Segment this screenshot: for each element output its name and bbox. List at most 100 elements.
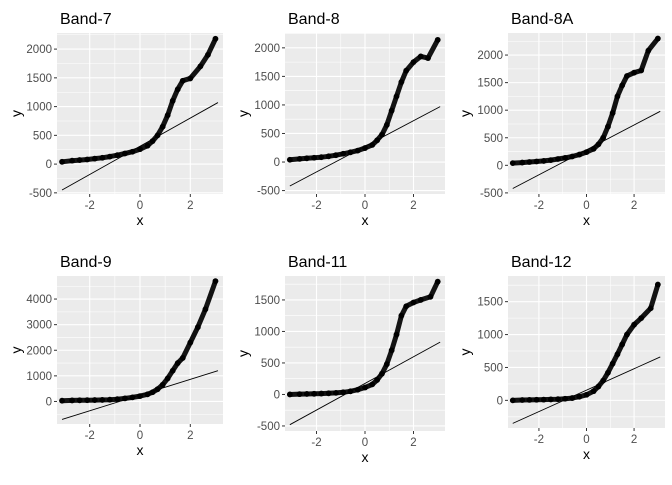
qq-point	[303, 391, 310, 397]
x-tick-label: 0	[362, 437, 368, 449]
qq-point	[654, 281, 661, 288]
facet-title: Band-12	[511, 254, 572, 271]
facet-title: Band-11	[288, 254, 347, 271]
qq-point	[590, 145, 597, 152]
qq-point	[509, 397, 516, 404]
x-tick-label: 2	[631, 200, 637, 212]
y-tick-label: 0	[497, 395, 503, 407]
qq-point	[91, 397, 98, 403]
qq-point	[605, 369, 611, 376]
facet-2: -2 0 2 -500 0 500 1000 1500 2000 Band-8 x y	[235, 11, 445, 228]
qq-point	[114, 152, 121, 159]
qq-point	[340, 389, 347, 396]
facet-title: Band-9	[60, 254, 112, 271]
y-tick-label: 1500	[477, 297, 503, 309]
qq-point	[311, 390, 317, 397]
y-tick-label: 1000	[254, 100, 280, 112]
qq-point	[129, 394, 136, 401]
qq-point	[576, 393, 583, 400]
qq-point	[318, 154, 325, 161]
qq-point	[434, 36, 441, 43]
qq-point	[286, 156, 293, 163]
qq-point	[595, 383, 602, 390]
facet-title: Band-7	[60, 11, 112, 28]
qq-point	[296, 155, 303, 162]
qq-point	[393, 93, 400, 100]
qq-point	[202, 306, 209, 313]
qq-point	[434, 278, 441, 285]
qq-point	[383, 122, 390, 128]
qq-point	[205, 51, 211, 58]
facet-1: -2 0 2 -500 0 500 1000 1500 2000 Band-7 x y	[8, 11, 223, 228]
qq-point	[631, 69, 637, 76]
qq-point	[638, 315, 645, 322]
x-tick-label: -2	[311, 437, 321, 449]
qq-point	[555, 156, 561, 162]
facet-5: -2 0 2 -500 0 500 1000 1500 Band-11 x y	[235, 254, 445, 465]
qq-point	[645, 47, 652, 54]
qq-point	[569, 153, 576, 160]
qq-point	[569, 395, 576, 401]
qq-point	[144, 142, 151, 149]
qq-point	[303, 155, 310, 162]
qq-point	[174, 360, 181, 366]
qq-point	[84, 156, 91, 163]
y-axis-label: y	[235, 350, 251, 357]
qq-point	[169, 367, 176, 374]
qq-point	[318, 390, 325, 397]
qq-point	[179, 355, 186, 361]
y-tick-label: 1500	[254, 295, 280, 307]
qq-point	[654, 35, 661, 42]
qq-point	[212, 35, 219, 42]
qq-point	[122, 150, 128, 157]
qq-point	[159, 123, 166, 130]
x-tick-label: 0	[137, 200, 143, 212]
qq-point	[144, 391, 151, 398]
qq-point	[369, 142, 376, 148]
y-tick-label: 1000	[477, 330, 503, 342]
qq-point	[619, 341, 626, 348]
qq-point	[425, 55, 431, 62]
qq-point	[624, 331, 630, 338]
y-tick-label: 0	[274, 389, 280, 401]
qq-point	[369, 381, 376, 388]
qq-point	[59, 158, 65, 165]
y-axis-label: y	[457, 110, 473, 117]
qq-point	[562, 395, 568, 402]
qq-point	[325, 390, 332, 397]
qq-point	[169, 97, 176, 104]
qq-point	[595, 141, 602, 148]
y-tick-label: 2000	[254, 43, 280, 55]
qq-point	[296, 391, 303, 398]
qq-point	[614, 93, 621, 100]
x-tick-label: 2	[187, 200, 193, 212]
y-tick-label: 3000	[26, 320, 52, 332]
y-axis-label: y	[8, 110, 24, 117]
y-tick-label: 1000	[477, 105, 503, 117]
qq-point	[137, 393, 143, 399]
y-tick-label: 0	[274, 157, 280, 169]
qq-point	[605, 123, 611, 130]
y-tick-label: 1500	[26, 73, 52, 85]
qq-point	[187, 339, 194, 346]
qq-point	[154, 132, 161, 139]
qq-point	[614, 351, 621, 358]
qq-point	[547, 396, 554, 403]
qq-point	[583, 149, 590, 155]
qq-point	[340, 150, 347, 157]
facet-6: -2 0 2 0 500 1000 1500 Band-12 x y	[457, 254, 665, 462]
qq-point	[374, 377, 381, 383]
qq-point	[179, 77, 186, 84]
qq-point	[519, 159, 526, 166]
qq-point	[600, 377, 607, 384]
y-axis-label: y	[235, 110, 251, 117]
qq-point	[69, 397, 75, 404]
qq-point	[398, 79, 405, 85]
qq-point	[149, 138, 156, 145]
qq-point	[194, 324, 201, 331]
qq-reference-line	[289, 341, 441, 426]
facet-3: -2 0 2 -500 0 500 1000 1500 2000 Band-8A x y	[457, 11, 665, 228]
x-tick-label: -2	[85, 430, 95, 442]
qq-point	[600, 134, 607, 141]
